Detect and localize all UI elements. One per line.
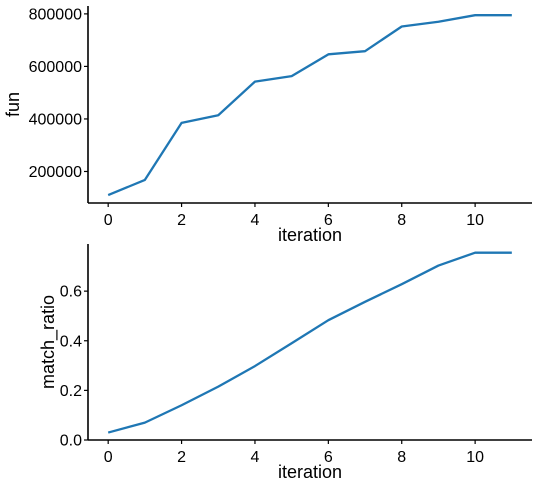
x-tick-label: 0: [104, 212, 113, 229]
y-tick-label: 600000: [29, 59, 82, 76]
series-line-match-ratio: [107, 251, 512, 434]
x-tick-label: 2: [177, 212, 186, 229]
y-axis-title: match_ratio: [38, 295, 59, 389]
x-tick-label: 4: [251, 212, 260, 229]
x-tick-label: 2: [177, 449, 186, 466]
x-tick-label: 4: [251, 449, 260, 466]
y-tick-label: 0.4: [60, 333, 82, 350]
x-tick-label: 10: [466, 449, 484, 466]
x-tick-label: 6: [324, 449, 333, 466]
y-tick-label: 0.6: [60, 284, 82, 301]
x-tick-label: 0: [104, 449, 113, 466]
x-tick-label: 10: [466, 212, 484, 229]
series-line-fun: [107, 14, 512, 197]
y-axis-title: fun: [3, 92, 23, 117]
x-tick-label: 8: [397, 212, 406, 229]
y-tick-label: 0.0: [60, 433, 82, 450]
x-tick-label: 8: [397, 449, 406, 466]
x-axis-title: iteration: [278, 225, 342, 245]
x-tick-label: 6: [324, 212, 333, 229]
y-tick-label: 0.2: [60, 383, 82, 400]
y-tick-label: 200000: [29, 164, 82, 181]
chart-match-ratio: 0 2 4 6 8 10 0.0 0.2 0.4 0.6 iteration match_ratio: [38, 244, 532, 482]
chart-fun: 0 2 4 6 8 10 200000 400000 600000 800000 iteration…: [3, 6, 532, 245]
y-tick-label: 400000: [29, 111, 82, 128]
y-tick-label: 800000: [29, 6, 82, 23]
x-axis-title: iteration: [278, 462, 342, 482]
